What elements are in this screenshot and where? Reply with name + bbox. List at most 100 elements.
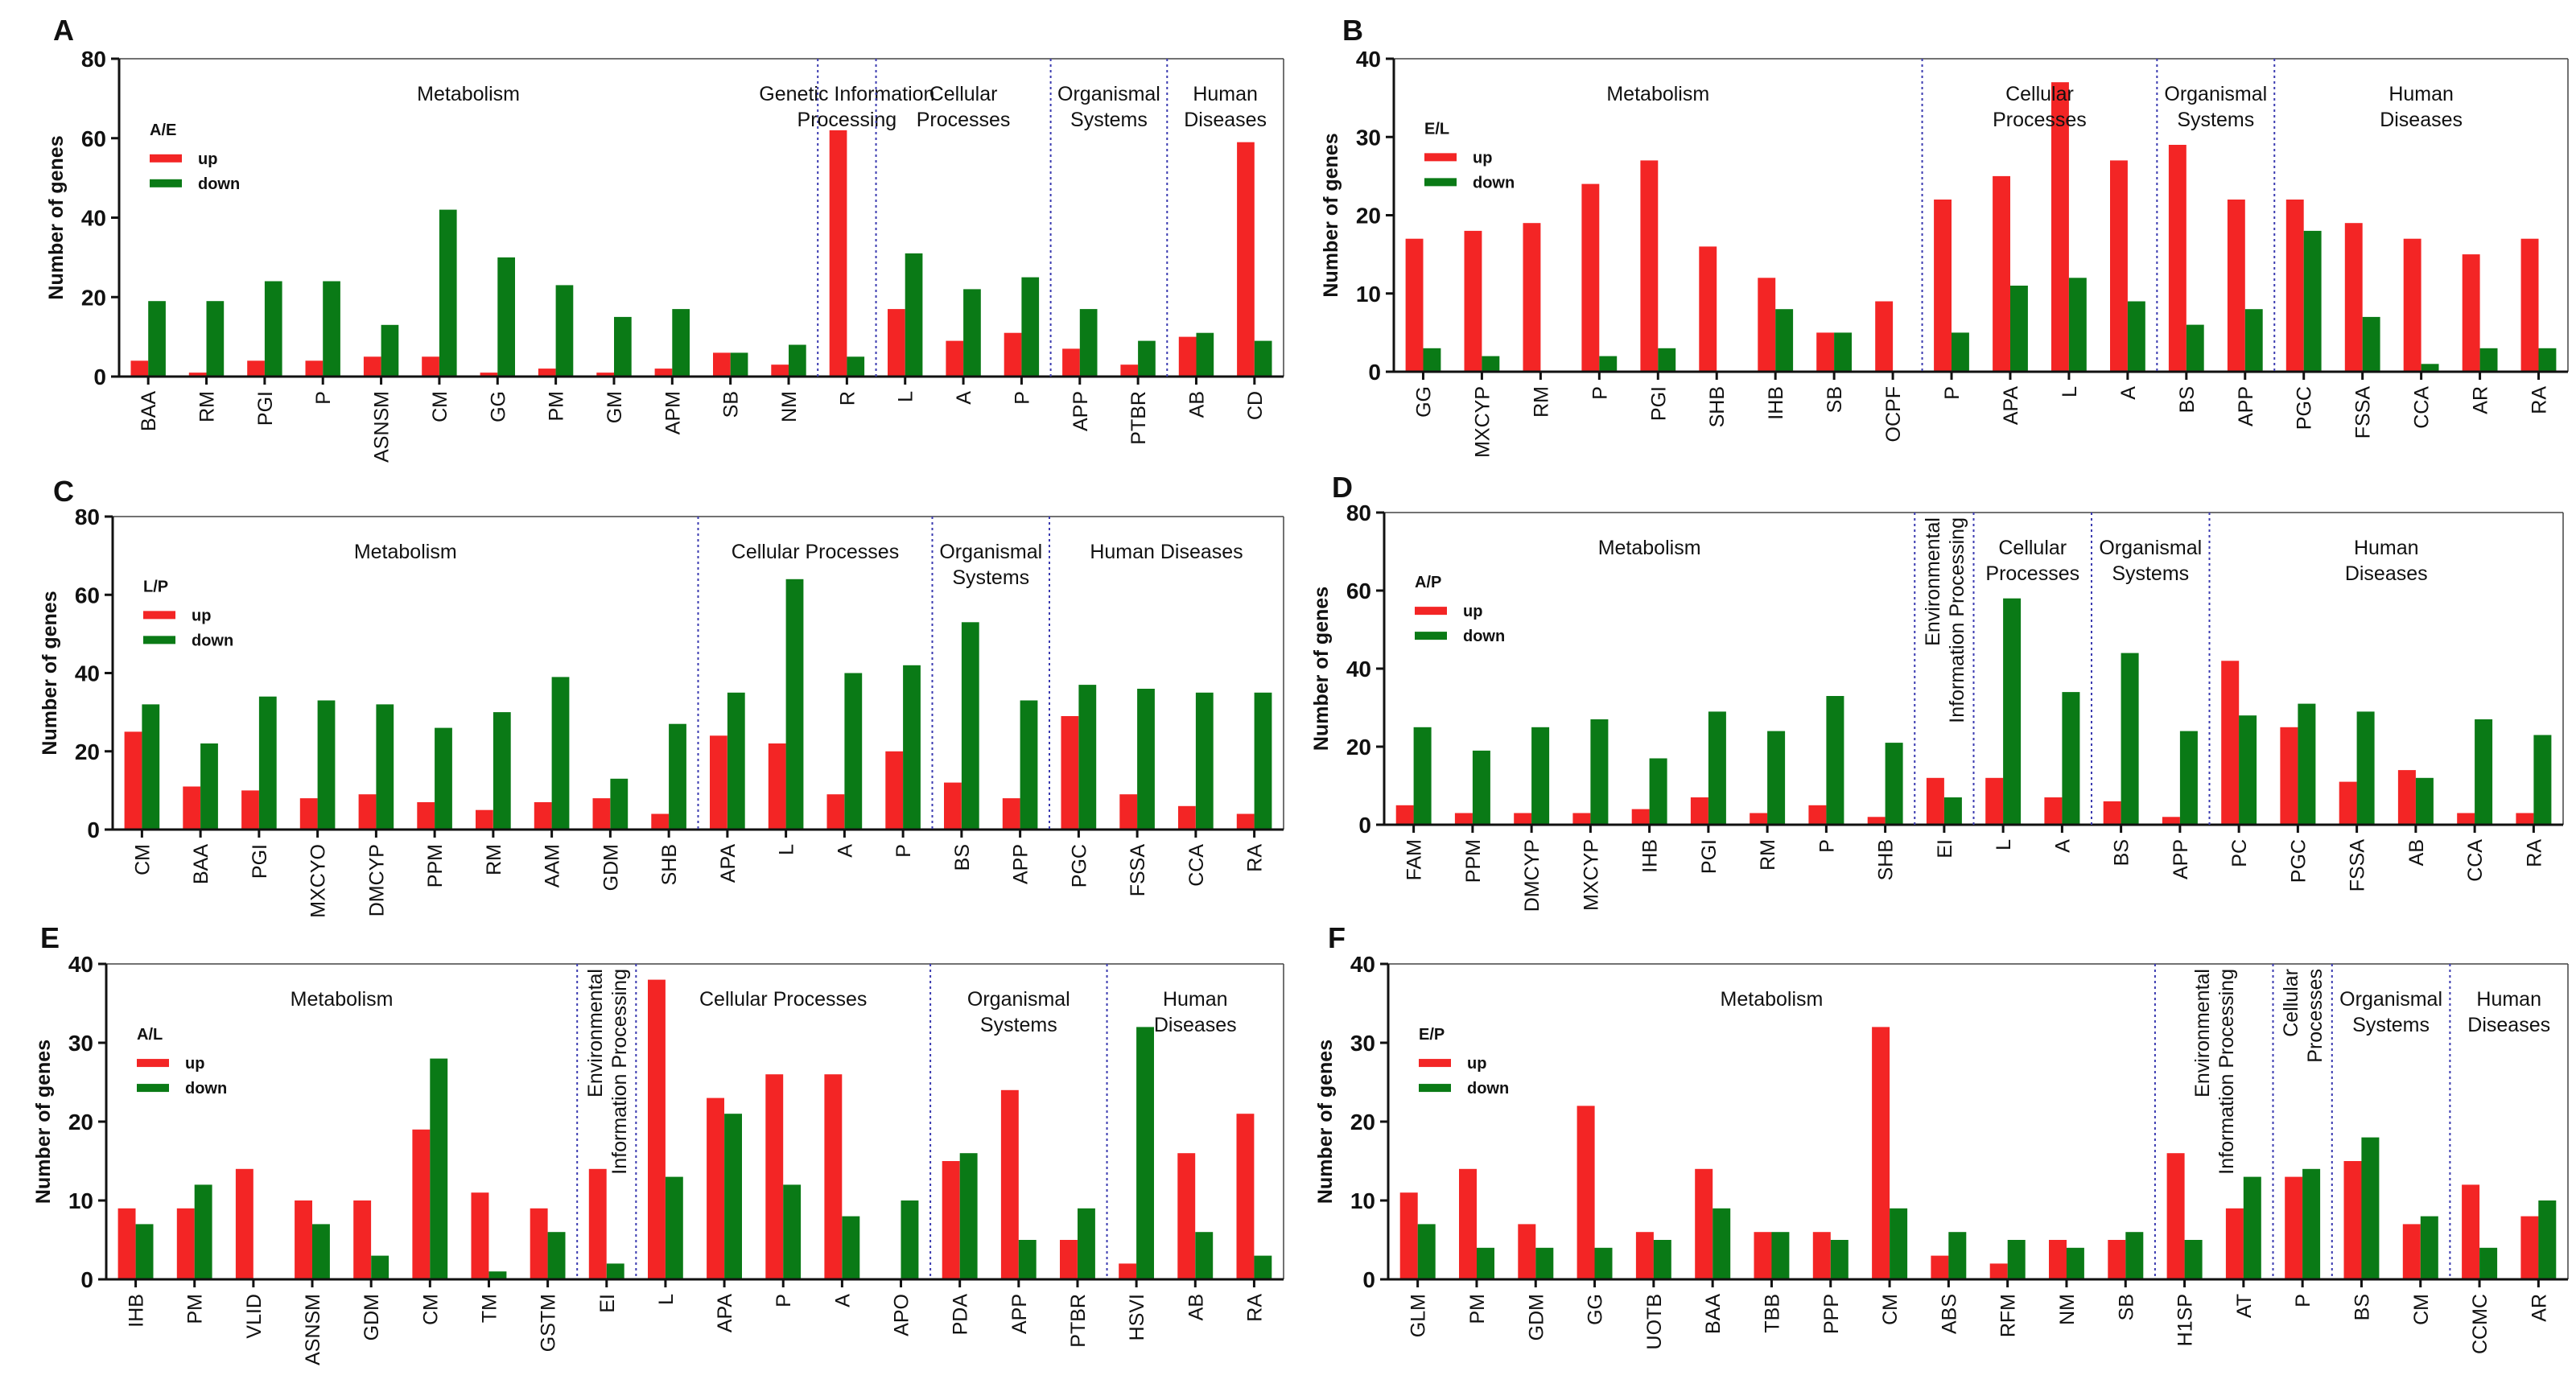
x-tick-label-ab: AB <box>2405 839 2428 866</box>
bar-down-cm <box>2420 1216 2438 1279</box>
x-tick-label-uotb: UOTB <box>1643 1294 1666 1349</box>
bar-down-ppm <box>435 727 452 830</box>
bar-down-nm <box>2066 1247 2084 1279</box>
y-tick-label: 40 <box>81 206 106 231</box>
bar-down-h1sp <box>2184 1240 2203 1279</box>
group-label: Diseases <box>1184 109 1267 131</box>
legend-swatch-up <box>1415 607 1447 616</box>
bar-up-hsvi <box>1119 1263 1137 1279</box>
bar-up-cm <box>1872 1027 1890 1279</box>
bar-up-l <box>768 743 786 830</box>
group-label-vertical: Information Processing <box>1946 517 1968 723</box>
bar-up-ppm <box>417 802 435 830</box>
x-tick-label-shb: SHB <box>1875 839 1898 880</box>
bar-down-l <box>785 579 804 830</box>
bar-down-r <box>847 356 865 377</box>
x-tick-label-pm: PM <box>1466 1294 1489 1324</box>
panel-letter: D <box>1332 471 1353 504</box>
bar-down-pgi <box>1658 348 1676 372</box>
x-tick-label-app: APP <box>1070 391 1092 431</box>
bar-up-app <box>1000 1089 1019 1279</box>
legend-swatch-down <box>150 179 182 187</box>
y-tick-label: 0 <box>80 1267 93 1292</box>
chart-panel-c: C 0 20 40 60 80 Number of genes CM BAA PGI MXCYO DM… <box>39 475 1284 918</box>
y-tick-label: 10 <box>1356 282 1381 307</box>
x-tick-label-apa: APA <box>714 1294 736 1332</box>
bar-down-cca <box>1195 692 1214 830</box>
bar-up-a <box>2044 797 2063 825</box>
bar-up-ocpf <box>1875 301 1894 372</box>
bar-down-p <box>323 281 340 377</box>
x-tick-label-app: APP <box>1008 1294 1031 1334</box>
x-tick-label-pda: PDA <box>950 1294 972 1336</box>
y-tick-label: 20 <box>1346 735 1371 760</box>
x-tick-label-app: APP <box>1010 844 1032 884</box>
bar-up-a <box>946 340 964 377</box>
x-tick-label-mxcyp: MXCYP <box>1471 386 1494 458</box>
bar-up-dmcyp <box>1514 813 1532 825</box>
bar-up-pgi <box>1690 797 1708 825</box>
bar-down-apa <box>2010 286 2028 372</box>
bar-down-p <box>903 665 921 830</box>
y-tick-label: 20 <box>68 1110 93 1135</box>
bar-down-app <box>1018 1240 1037 1279</box>
bar-up-fssa <box>2344 223 2363 372</box>
bar-down-a <box>963 289 981 377</box>
bar-up-pda <box>942 1161 960 1279</box>
x-tick-label-shb: SHB <box>658 844 681 885</box>
bar-down-l <box>2003 598 2022 825</box>
x-tick-label-pc: PC <box>2228 839 2251 867</box>
legend-label-down: down <box>185 1080 227 1097</box>
bar-down-gg <box>1594 1247 1613 1279</box>
legend-label-down: down <box>198 175 240 193</box>
x-tick-label-ihb: IHB <box>126 1294 148 1328</box>
chart-panel-f: F 0 10 20 30 40 Number of genes GLM PM GDM GG UOTB B… <box>1314 921 2569 1354</box>
bar-up-fssa <box>1119 794 1138 830</box>
bar-down-shb <box>1885 743 1903 825</box>
x-tick-label-fssa: FSSA <box>1127 844 1149 897</box>
group-label-vertical: Processes <box>2304 969 2327 1063</box>
bar-down-apa <box>727 692 745 830</box>
panel-letter: B <box>1342 14 1363 47</box>
y-tick-label: 60 <box>1346 579 1371 603</box>
bar-up-ra <box>2520 238 2539 372</box>
bar-down-app <box>1020 700 1038 830</box>
bar-down-apa <box>724 1114 742 1279</box>
y-tick-label: 20 <box>1356 204 1381 229</box>
x-tick-label-sb: SB <box>2115 1294 2137 1320</box>
bar-down-pm <box>1477 1247 1494 1279</box>
bar-down-pgc <box>2303 230 2322 372</box>
bar-up-uotb <box>1635 1232 1654 1279</box>
x-tick-label-pgc: PGC <box>2287 839 2310 883</box>
x-tick-label-app: APP <box>2170 839 2192 879</box>
bar-down-cm <box>439 209 457 377</box>
bar-down-ra <box>1254 1255 1272 1279</box>
x-tick-label-gm: GM <box>604 391 626 423</box>
legend-label-down: down <box>192 632 233 649</box>
bar-up-gg <box>1405 238 1424 372</box>
x-tick-label-apm: APM <box>662 391 684 434</box>
bar-up-p <box>1581 183 1600 372</box>
bar-up-gstm <box>530 1208 548 1279</box>
legend-swatch-up <box>150 154 182 163</box>
bar-up-gg <box>1577 1106 1595 1279</box>
bar-down-gdm <box>610 778 629 830</box>
bar-down-sb <box>1834 332 1852 372</box>
bar-down-fssa <box>2356 711 2375 825</box>
panel-letter: A <box>53 14 74 47</box>
bar-down-gg <box>497 257 515 377</box>
y-tick-label: 80 <box>1346 500 1371 525</box>
bar-down-apo <box>901 1200 919 1279</box>
group-label: Systems <box>2352 1014 2430 1036</box>
legend-swatch-down <box>1415 632 1447 640</box>
legend-title: A/L <box>137 1026 163 1044</box>
bar-up-at <box>2225 1208 2244 1279</box>
y-tick-label: 20 <box>75 739 100 764</box>
panel-letter: C <box>53 475 74 508</box>
bar-down-aam <box>551 677 570 830</box>
bar-up-rm <box>188 373 207 377</box>
bar-up-shb <box>651 813 670 830</box>
bar-up-cm <box>422 356 439 377</box>
group-label-vertical: Environmental <box>584 969 607 1097</box>
